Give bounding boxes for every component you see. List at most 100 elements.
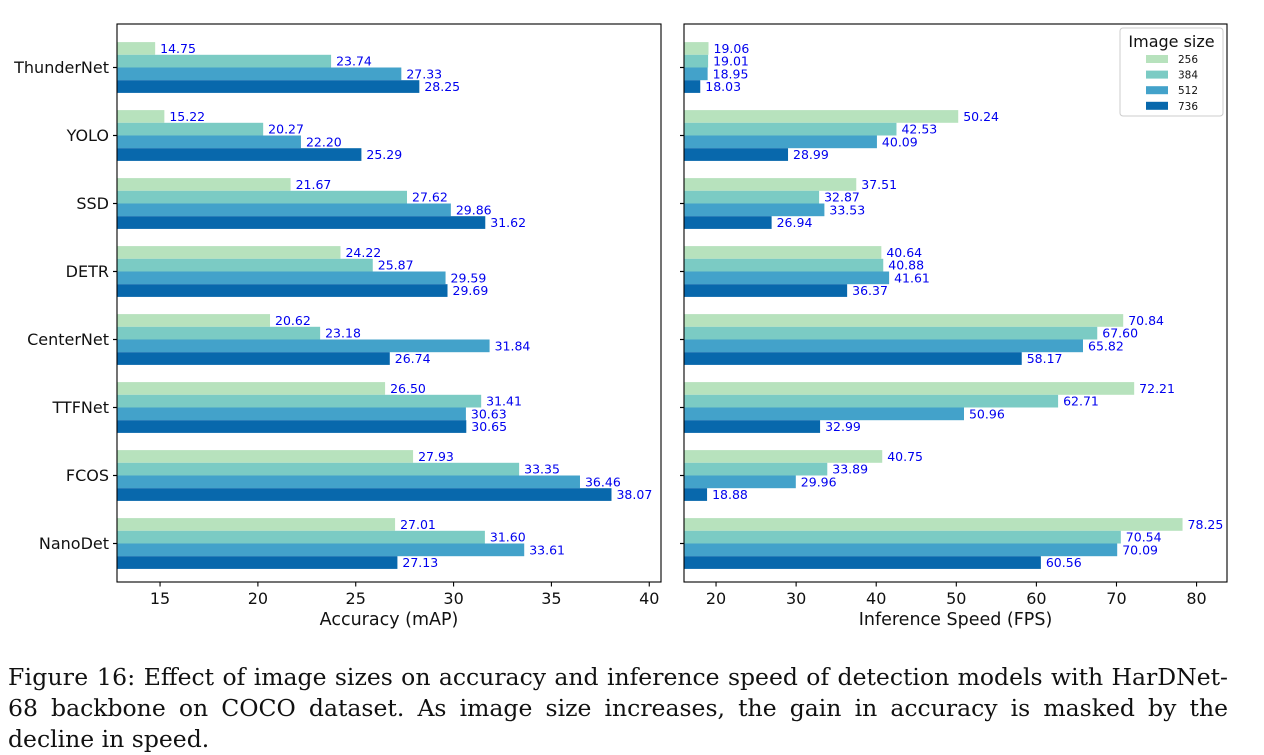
accuracy-bar-fcos-256 bbox=[117, 450, 414, 463]
speed-value-label-ttfnet-256: 72.21 bbox=[1139, 381, 1175, 396]
accuracy-value-label-ssd-736: 31.62 bbox=[490, 215, 526, 230]
speed-value-label-fcos-384: 33.89 bbox=[832, 462, 868, 477]
accuracy-value-label-centernet-384: 23.18 bbox=[325, 326, 361, 341]
caption-label: Figure 16: bbox=[8, 663, 136, 691]
accuracy-value-label-centernet-736: 26.74 bbox=[395, 351, 431, 366]
accuracy-axes-frame bbox=[116, 23, 662, 583]
accuracy-bar-ssd-256 bbox=[117, 178, 291, 191]
speed-value-label-ssd-512: 33.53 bbox=[829, 202, 865, 217]
speed-bar-ttfnet-256 bbox=[684, 382, 1135, 395]
accuracy-value-label-thundernet-512: 27.33 bbox=[406, 66, 442, 81]
category-label-nanodet: NanoDet bbox=[39, 534, 109, 553]
legend-entry-736: 736 bbox=[1178, 101, 1198, 113]
accuracy-value-label-fcos-384: 33.35 bbox=[524, 462, 560, 477]
accuracy-value-label-detr-256: 24.22 bbox=[345, 245, 381, 260]
speed-value-label-detr-512: 41.61 bbox=[894, 270, 930, 285]
legend-swatch-512 bbox=[1146, 86, 1168, 95]
speed-value-label-ttfnet-384: 62.71 bbox=[1063, 394, 1099, 409]
speed-bar-thundernet-736 bbox=[684, 80, 701, 93]
speed-bar-centernet-384 bbox=[684, 326, 1098, 340]
speed-bar-ssd-736 bbox=[684, 216, 772, 229]
accuracy-bar-ttfnet-512 bbox=[117, 407, 466, 421]
accuracy-value-label-yolo-512: 22.20 bbox=[306, 134, 342, 149]
legend-box bbox=[1119, 27, 1224, 117]
accuracy-bar-yolo-512 bbox=[117, 135, 301, 149]
speed-bar-thundernet-256 bbox=[684, 42, 709, 55]
accuracy-value-label-nanodet-512: 33.61 bbox=[529, 542, 565, 557]
speed-bar-nanodet-384 bbox=[684, 530, 1121, 544]
speed-xtick-label-80: 80 bbox=[1186, 589, 1206, 608]
caption-text: Effect of image sizes on accuracy and in… bbox=[8, 663, 1228, 753]
speed-bar-thundernet-384 bbox=[684, 54, 709, 68]
accuracy-bar-thundernet-736 bbox=[117, 80, 420, 93]
speed-value-label-ssd-256: 37.51 bbox=[861, 177, 897, 192]
speed-value-label-detr-384: 40.88 bbox=[888, 258, 924, 273]
accuracy-value-label-thundernet-256: 14.75 bbox=[160, 41, 196, 56]
speed-bar-centernet-512 bbox=[684, 339, 1084, 353]
speed-value-label-centernet-256: 70.84 bbox=[1128, 313, 1164, 328]
accuracy-value-label-fcos-256: 27.93 bbox=[418, 449, 454, 464]
accuracy-bar-nanodet-736 bbox=[117, 556, 398, 569]
speed-bar-detr-736 bbox=[684, 284, 848, 297]
speed-value-label-nanodet-736: 60.56 bbox=[1046, 555, 1082, 570]
category-label-centernet: CenterNet bbox=[27, 330, 109, 349]
speed-bar-centernet-256 bbox=[684, 314, 1124, 327]
accuracy-value-label-thundernet-736: 28.25 bbox=[424, 79, 460, 94]
legend-entry-384: 384 bbox=[1178, 70, 1198, 82]
speed-value-label-yolo-384: 42.53 bbox=[901, 122, 937, 137]
speed-bar-detr-256 bbox=[684, 246, 882, 259]
speed-value-label-thundernet-512: 18.95 bbox=[713, 66, 749, 81]
figure-caption: Figure 16: Effect of image sizes on accu… bbox=[8, 662, 1228, 755]
speed-bar-yolo-384 bbox=[684, 122, 897, 136]
accuracy-value-label-centernet-256: 20.62 bbox=[275, 313, 311, 328]
accuracy-xtick-label-40: 40 bbox=[639, 589, 659, 608]
speed-xtick-label-30: 30 bbox=[786, 589, 806, 608]
speed-bar-nanodet-512 bbox=[684, 543, 1118, 557]
accuracy-value-label-detr-736: 29.69 bbox=[453, 283, 489, 298]
speed-value-label-nanodet-512: 70.09 bbox=[1122, 542, 1158, 557]
accuracy-bar-yolo-384 bbox=[117, 122, 264, 136]
speed-value-label-thundernet-736: 18.03 bbox=[705, 79, 741, 94]
speed-bar-yolo-512 bbox=[684, 135, 877, 149]
speed-bar-fcos-736 bbox=[684, 488, 708, 501]
speed-xtick-label-20: 20 bbox=[706, 589, 726, 608]
speed-value-label-centernet-512: 65.82 bbox=[1088, 338, 1124, 353]
speed-x-axis-label: Inference Speed (FPS) bbox=[859, 610, 1053, 630]
accuracy-bar-nanodet-256 bbox=[117, 518, 396, 531]
accuracy-bar-ttfnet-384 bbox=[117, 394, 482, 408]
speed-bar-ssd-384 bbox=[684, 190, 820, 204]
category-label-ssd: SSD bbox=[76, 194, 109, 213]
speed-value-label-nanodet-256: 78.25 bbox=[1188, 517, 1224, 532]
accuracy-bar-ssd-384 bbox=[117, 190, 408, 204]
category-label-ttfnet: TTFNet bbox=[51, 398, 109, 417]
accuracy-bar-centernet-384 bbox=[117, 326, 321, 340]
speed-xtick-label-70: 70 bbox=[1106, 589, 1126, 608]
category-label-fcos: FCOS bbox=[66, 466, 109, 485]
accuracy-bar-detr-512 bbox=[117, 271, 446, 285]
accuracy-bar-thundernet-256 bbox=[117, 42, 156, 55]
accuracy-bar-ttfnet-256 bbox=[117, 382, 386, 395]
accuracy-value-label-ssd-384: 27.62 bbox=[412, 190, 448, 205]
speed-bar-fcos-384 bbox=[684, 462, 828, 476]
speed-value-label-ssd-384: 32.87 bbox=[824, 190, 860, 205]
accuracy-bar-nanodet-512 bbox=[117, 543, 525, 557]
speed-bar-detr-384 bbox=[684, 258, 884, 272]
accuracy-value-label-ssd-256: 21.67 bbox=[296, 177, 332, 192]
accuracy-value-label-detr-384: 25.87 bbox=[378, 258, 414, 273]
accuracy-value-label-ttfnet-512: 30.63 bbox=[471, 406, 507, 421]
accuracy-value-label-yolo-736: 25.29 bbox=[366, 147, 402, 162]
accuracy-bar-thundernet-384 bbox=[117, 54, 332, 68]
speed-bar-yolo-736 bbox=[684, 148, 789, 161]
accuracy-bar-nanodet-384 bbox=[117, 530, 485, 544]
legend-entry-256: 256 bbox=[1178, 54, 1198, 66]
accuracy-value-label-nanodet-736: 27.13 bbox=[402, 555, 438, 570]
speed-bar-nanodet-736 bbox=[684, 556, 1041, 569]
speed-xtick-label-40: 40 bbox=[866, 589, 886, 608]
speed-xtick-label-60: 60 bbox=[1026, 589, 1046, 608]
speed-value-label-ttfnet-736: 32.99 bbox=[825, 419, 861, 434]
speed-value-label-centernet-736: 58.17 bbox=[1027, 351, 1063, 366]
speed-bar-fcos-512 bbox=[684, 475, 796, 489]
accuracy-xtick-label-20: 20 bbox=[248, 589, 268, 608]
accuracy-value-label-thundernet-384: 23.74 bbox=[336, 54, 372, 69]
